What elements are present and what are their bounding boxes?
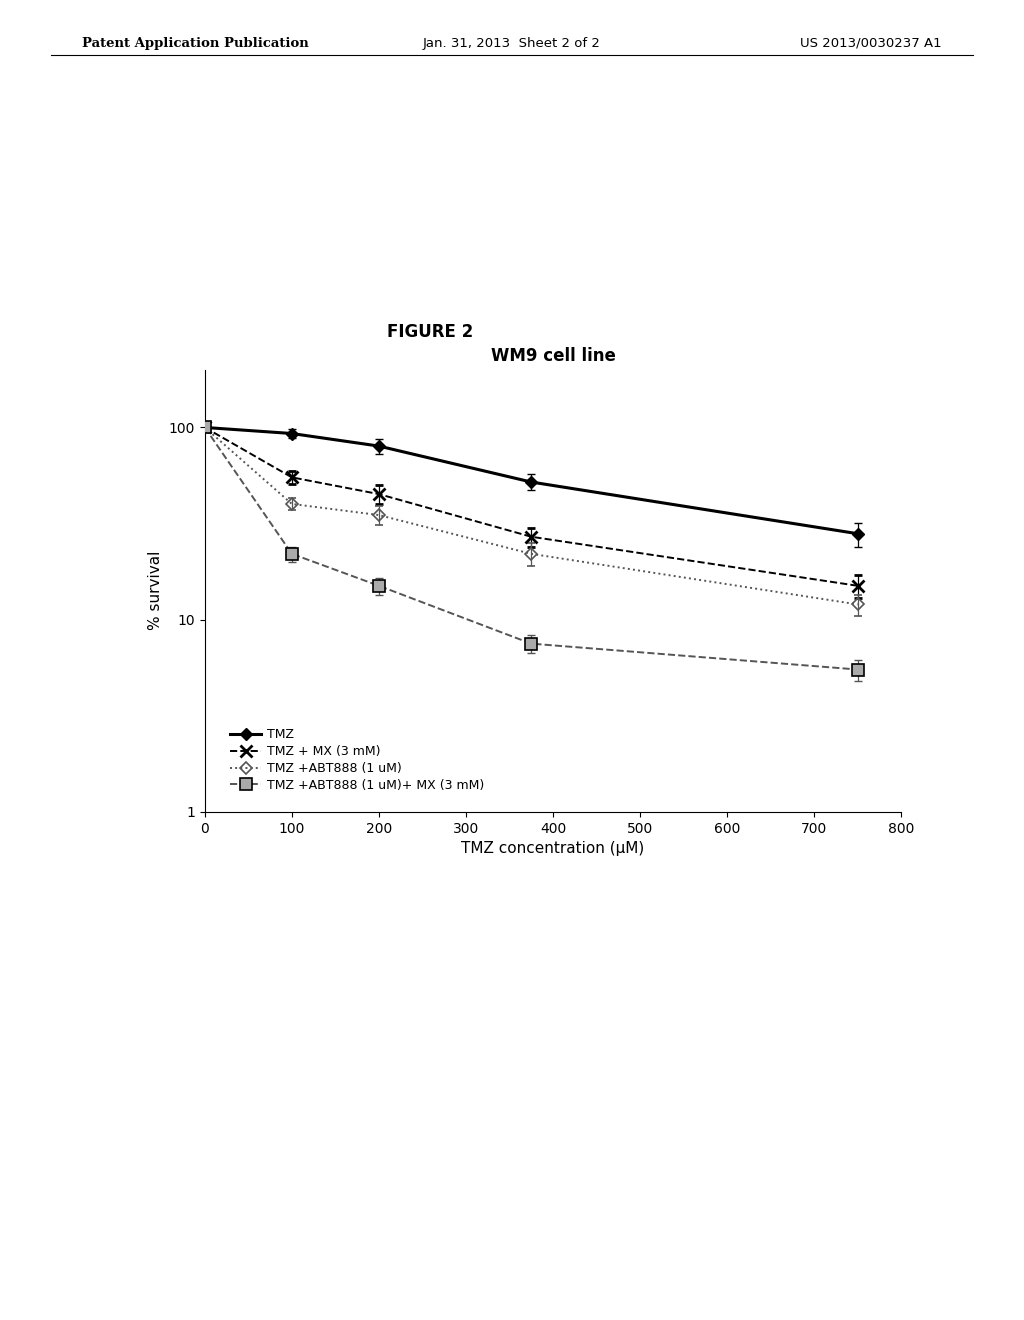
Title: WM9 cell line: WM9 cell line [490, 347, 615, 366]
Text: FIGURE 2: FIGURE 2 [387, 323, 473, 342]
Text: Jan. 31, 2013  Sheet 2 of 2: Jan. 31, 2013 Sheet 2 of 2 [423, 37, 601, 50]
Text: US 2013/0030237 A1: US 2013/0030237 A1 [801, 37, 942, 50]
Text: Patent Application Publication: Patent Application Publication [82, 37, 308, 50]
Y-axis label: % survival: % survival [148, 550, 163, 631]
Legend: TMZ, TMZ + MX (3 mM), TMZ +ABT888 (1 uM), TMZ +ABT888 (1 uM)+ MX (3 mM): TMZ, TMZ + MX (3 mM), TMZ +ABT888 (1 uM)… [225, 723, 489, 797]
X-axis label: TMZ concentration (μM): TMZ concentration (μM) [462, 841, 644, 857]
